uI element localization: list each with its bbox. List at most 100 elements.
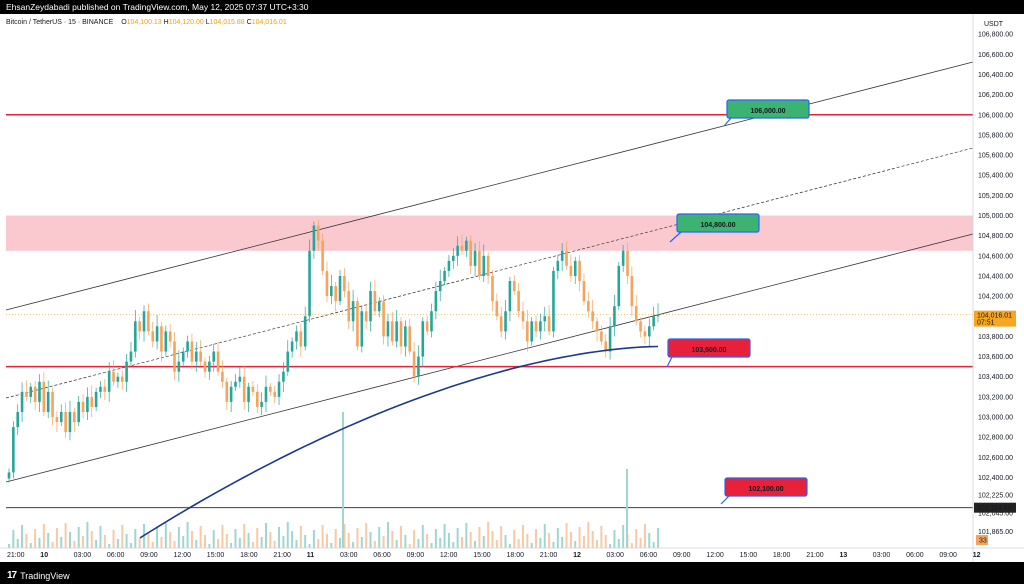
volume-bar <box>134 529 137 548</box>
candle-body <box>42 381 46 412</box>
volume-bar <box>360 537 363 548</box>
candle-body <box>325 270 329 297</box>
publisher-line: EhsanZeydabadi published on TradingView.… <box>6 2 309 12</box>
candle-body <box>621 250 625 266</box>
candle-body <box>94 391 98 407</box>
volume-bar <box>73 541 76 548</box>
volume-bar <box>491 531 494 548</box>
candle-body <box>225 381 229 402</box>
high-value: 104,120.00 <box>168 19 204 26</box>
volume-bar <box>286 522 289 548</box>
candle-body <box>647 326 651 337</box>
price-tick-label: 105,600.00 <box>978 153 1013 160</box>
volume-bar <box>212 530 215 548</box>
candle-body <box>560 250 564 261</box>
candle-body <box>578 260 581 281</box>
volume-bar <box>356 528 359 548</box>
candle-body <box>164 331 168 352</box>
time-tick-label: 15:00 <box>207 552 225 559</box>
candle-body <box>234 381 237 387</box>
tradingview-logo-icon: 17 <box>7 570 17 581</box>
volume-bar <box>308 544 311 548</box>
volume-bar <box>156 528 159 548</box>
price-tick-label: 106,800.00 <box>978 32 1013 39</box>
candle-body <box>316 225 320 241</box>
resistance-zone <box>6 215 973 251</box>
candle-body <box>486 255 490 276</box>
currency-label: USDT <box>984 21 1004 28</box>
volume-bar <box>574 541 577 548</box>
candle-body <box>469 240 473 266</box>
candle-body <box>425 321 429 332</box>
tradingview-logo[interactable]: 17 TradingView <box>7 567 70 584</box>
volume-bar <box>343 524 346 548</box>
volume-bar <box>77 527 80 548</box>
volume-bar <box>195 540 198 548</box>
volume-bar <box>225 534 228 548</box>
annotation-label: 102,100.00 <box>748 486 783 493</box>
annotation-label: 104,800.00 <box>700 222 735 229</box>
volume-bar <box>487 522 490 548</box>
candle-body <box>177 361 181 372</box>
candle-body <box>608 326 612 352</box>
candle-body <box>168 331 172 342</box>
volume-bar <box>238 538 241 548</box>
candle-body <box>312 225 316 251</box>
price-tick-label: 105,800.00 <box>978 132 1013 139</box>
candle-body <box>203 361 207 372</box>
candle-body <box>295 331 298 342</box>
volume-bar <box>304 535 307 548</box>
volume-bar <box>186 522 189 548</box>
time-tick-label: 03:00 <box>606 552 624 559</box>
volume-bar <box>269 532 272 548</box>
volume-bar <box>587 522 590 548</box>
volume-bar <box>8 544 10 548</box>
time-tick-label: 13 <box>840 552 848 559</box>
annotation-label: 103,500.00 <box>691 347 726 354</box>
volume-spike <box>626 469 628 548</box>
candle-body <box>129 351 133 362</box>
volume-bar <box>478 527 481 548</box>
candle-body <box>64 411 67 433</box>
volume-bar <box>312 530 315 548</box>
volume-bar <box>317 539 320 548</box>
time-tick-label: 06:00 <box>640 552 658 559</box>
volume-bar <box>217 539 220 548</box>
time-tick-label: 18:00 <box>507 552 525 559</box>
volume-bar <box>25 534 28 548</box>
candle-body <box>134 321 137 352</box>
volume-bar <box>382 536 385 548</box>
chart-area[interactable]: 106,000.00 104,800.00 103,500.00 102,100.00… <box>0 14 1024 562</box>
price-tick-label: 105,400.00 <box>978 173 1013 180</box>
close-label: C <box>246 19 252 26</box>
volume-bar <box>38 538 41 548</box>
candle-body <box>194 351 198 362</box>
candle-body <box>473 250 477 266</box>
volume-bar <box>539 538 542 548</box>
channel-mid-line <box>5 147 974 399</box>
volume-bar <box>469 532 472 548</box>
candle-body <box>282 371 285 382</box>
candle-body <box>543 316 547 322</box>
volume-bar <box>421 525 424 548</box>
time-tick-label: 18:00 <box>240 552 258 559</box>
candle-body <box>181 351 185 362</box>
candle-body <box>421 321 425 357</box>
volume-bar <box>116 539 119 548</box>
candle-body <box>356 301 359 347</box>
chart-svg[interactable]: 106,000.00 104,800.00 103,500.00 102,100.00… <box>0 14 1024 562</box>
volume-bar <box>90 531 93 548</box>
time-tick-label: 09:00 <box>407 552 425 559</box>
candle-body <box>25 391 28 397</box>
candle-body <box>626 250 629 276</box>
volume-spike <box>342 412 344 548</box>
candle-body <box>417 356 420 377</box>
volume-bar <box>530 543 533 548</box>
candle-body <box>190 341 194 362</box>
candle-body <box>539 321 542 332</box>
volume-bar <box>408 544 411 548</box>
candle-body <box>391 321 394 342</box>
price-tick-label: 105,000.00 <box>978 213 1013 220</box>
candle-body <box>591 311 594 322</box>
volume-bar <box>60 537 63 548</box>
